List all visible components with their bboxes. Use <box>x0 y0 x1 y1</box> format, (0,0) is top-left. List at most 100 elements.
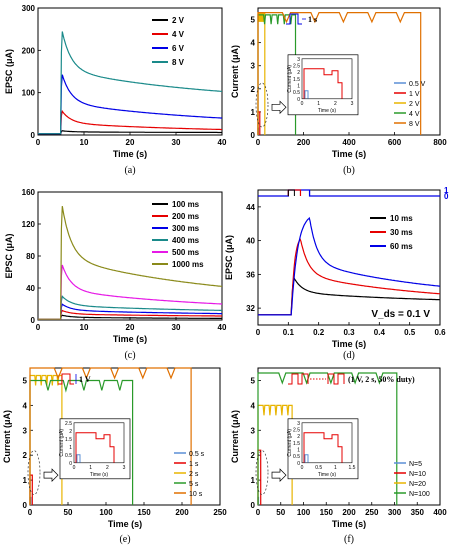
inset-frame <box>287 54 359 116</box>
inset-trace <box>303 432 343 463</box>
series-line <box>257 12 266 136</box>
y-tick-label: 4 <box>23 401 28 410</box>
arrow-icon <box>43 468 59 482</box>
y-tick-label: 36 <box>246 270 255 279</box>
x-tick-label: 0.5 <box>404 328 416 337</box>
x-tick-label: 0 <box>36 323 41 332</box>
series-line <box>29 367 192 506</box>
y-tick-label: 100 <box>22 89 36 98</box>
pulse-label: 1 s <box>308 15 317 24</box>
series-line <box>29 379 134 505</box>
inset-y-tick: 3 <box>297 57 300 63</box>
x-tick-label: 20 <box>126 323 135 332</box>
series-line <box>38 295 222 320</box>
inset-x-tick: 1 <box>317 101 320 107</box>
pulse-icon <box>58 373 74 385</box>
x-tick-label: 0 <box>28 508 33 517</box>
legend-label: 4 V <box>172 30 185 39</box>
legend-label: 0.5 s <box>189 451 205 458</box>
x-tick-label: 0 <box>256 328 261 337</box>
inset-x-tick: 1 <box>334 465 337 471</box>
inset-y-tick: 0.5 <box>293 90 300 96</box>
inset-trace <box>304 454 309 463</box>
inset-y-tick: 2 <box>69 429 72 435</box>
x-tick-label: 200 <box>342 508 356 517</box>
x-axis-label: Time (s) <box>113 334 147 344</box>
x-tick-label: 30 <box>172 323 181 332</box>
pulse-trace <box>287 189 295 196</box>
plot-frame <box>257 189 441 326</box>
inset-y-tick: 2.5 <box>293 427 300 433</box>
legend-label: 60 ms <box>390 242 413 251</box>
legend-label: 2 V <box>172 16 185 25</box>
inset-y-tick: 0.5 <box>65 453 72 459</box>
legend-label: 400 ms <box>172 236 200 245</box>
series-line <box>257 12 422 136</box>
panel-c: 0 10 20 30 40 0 40 80 120 160 Time (s) EPSC (μA) (c)… <box>4 188 227 361</box>
x-tick-label: 30 <box>172 138 181 147</box>
legend-label: 6 V <box>172 44 185 53</box>
y-tick-label: 1 <box>251 476 256 485</box>
y-tick-label: 2 <box>23 451 28 460</box>
inset-y-tick: 2.5 <box>65 421 72 427</box>
x-tick-label: 150 <box>137 508 151 517</box>
y-tick-label: 0 <box>31 131 36 140</box>
series-line <box>257 372 398 506</box>
series-line <box>258 237 441 316</box>
y-tick-label: 4 <box>251 39 256 48</box>
x-tick-label: 300 <box>388 508 402 517</box>
y-tick-label: 2 <box>251 451 256 460</box>
y-tick-label: 4 <box>251 401 256 410</box>
x-tick-label: 200 <box>175 508 189 517</box>
inset-y-tick: 1 <box>69 445 72 451</box>
inset-y-tick: 1.5 <box>65 437 72 443</box>
inset-y-tick: 1 <box>297 83 300 89</box>
y-tick-label: 120 <box>22 220 36 229</box>
y-tick-label: 1 <box>251 108 256 117</box>
legend-label: 0.5 V <box>409 81 426 88</box>
x-tick-label: 100 <box>99 508 113 517</box>
inset-x-tick: 3 <box>351 101 354 107</box>
legend-label: 2 V <box>409 101 420 108</box>
right-y-tick-label: 1 <box>444 186 449 195</box>
x-axis-label: Time (s) <box>108 519 142 529</box>
y-tick-label: 1 <box>23 476 28 485</box>
inset-x-label: Time (s) <box>90 472 108 478</box>
inset-x-label: Time (s) <box>318 108 336 114</box>
x-tick-label: 800 <box>433 138 447 147</box>
x-axis-label: Time (s) <box>113 149 147 159</box>
x-tick-label: 50 <box>64 508 73 517</box>
series-line <box>38 109 222 135</box>
x-tick-label: 200 <box>297 138 311 147</box>
inset-x-tick: 2 <box>334 101 337 107</box>
inset-trace <box>75 432 115 463</box>
legend-label: 1 V <box>409 91 420 98</box>
inset-y-label: Current (μA) <box>287 65 293 93</box>
y-tick-label: 5 <box>251 16 256 25</box>
x-tick-label: 0.3 <box>343 328 355 337</box>
inset-x-tick: 3 <box>123 465 126 471</box>
y-tick-label: 80 <box>26 252 35 261</box>
inset-y-tick: 0.5 <box>293 454 300 460</box>
x-tick-label: 40 <box>218 323 227 332</box>
x-tick-label: 40 <box>218 138 227 147</box>
y-tick-label: 32 <box>246 304 255 313</box>
legend-label: 2 s <box>189 471 199 478</box>
y-tick-label: 3 <box>251 426 256 435</box>
x-tick-label: 400 <box>433 508 447 517</box>
inset-y-tick: 2 <box>297 434 300 440</box>
y-axis-label: EPSC (μA) <box>4 49 14 94</box>
legend-label: 200 ms <box>172 212 200 221</box>
x-tick-label: 50 <box>276 508 285 517</box>
inset-y-tick: 1 <box>297 447 300 453</box>
legend-label: 10 ms <box>390 214 413 223</box>
y-tick-label: 0 <box>23 501 28 510</box>
x-tick-label: 100 <box>297 508 311 517</box>
x-axis-label: Time (s) <box>332 519 366 529</box>
inset-y-label: Current (μA) <box>287 429 293 457</box>
panel-caption: (a) <box>124 165 135 176</box>
inset-x-tick: 1 <box>89 465 92 471</box>
inset-x-tick: 0 <box>301 101 304 107</box>
y-tick-label: 3 <box>23 426 28 435</box>
